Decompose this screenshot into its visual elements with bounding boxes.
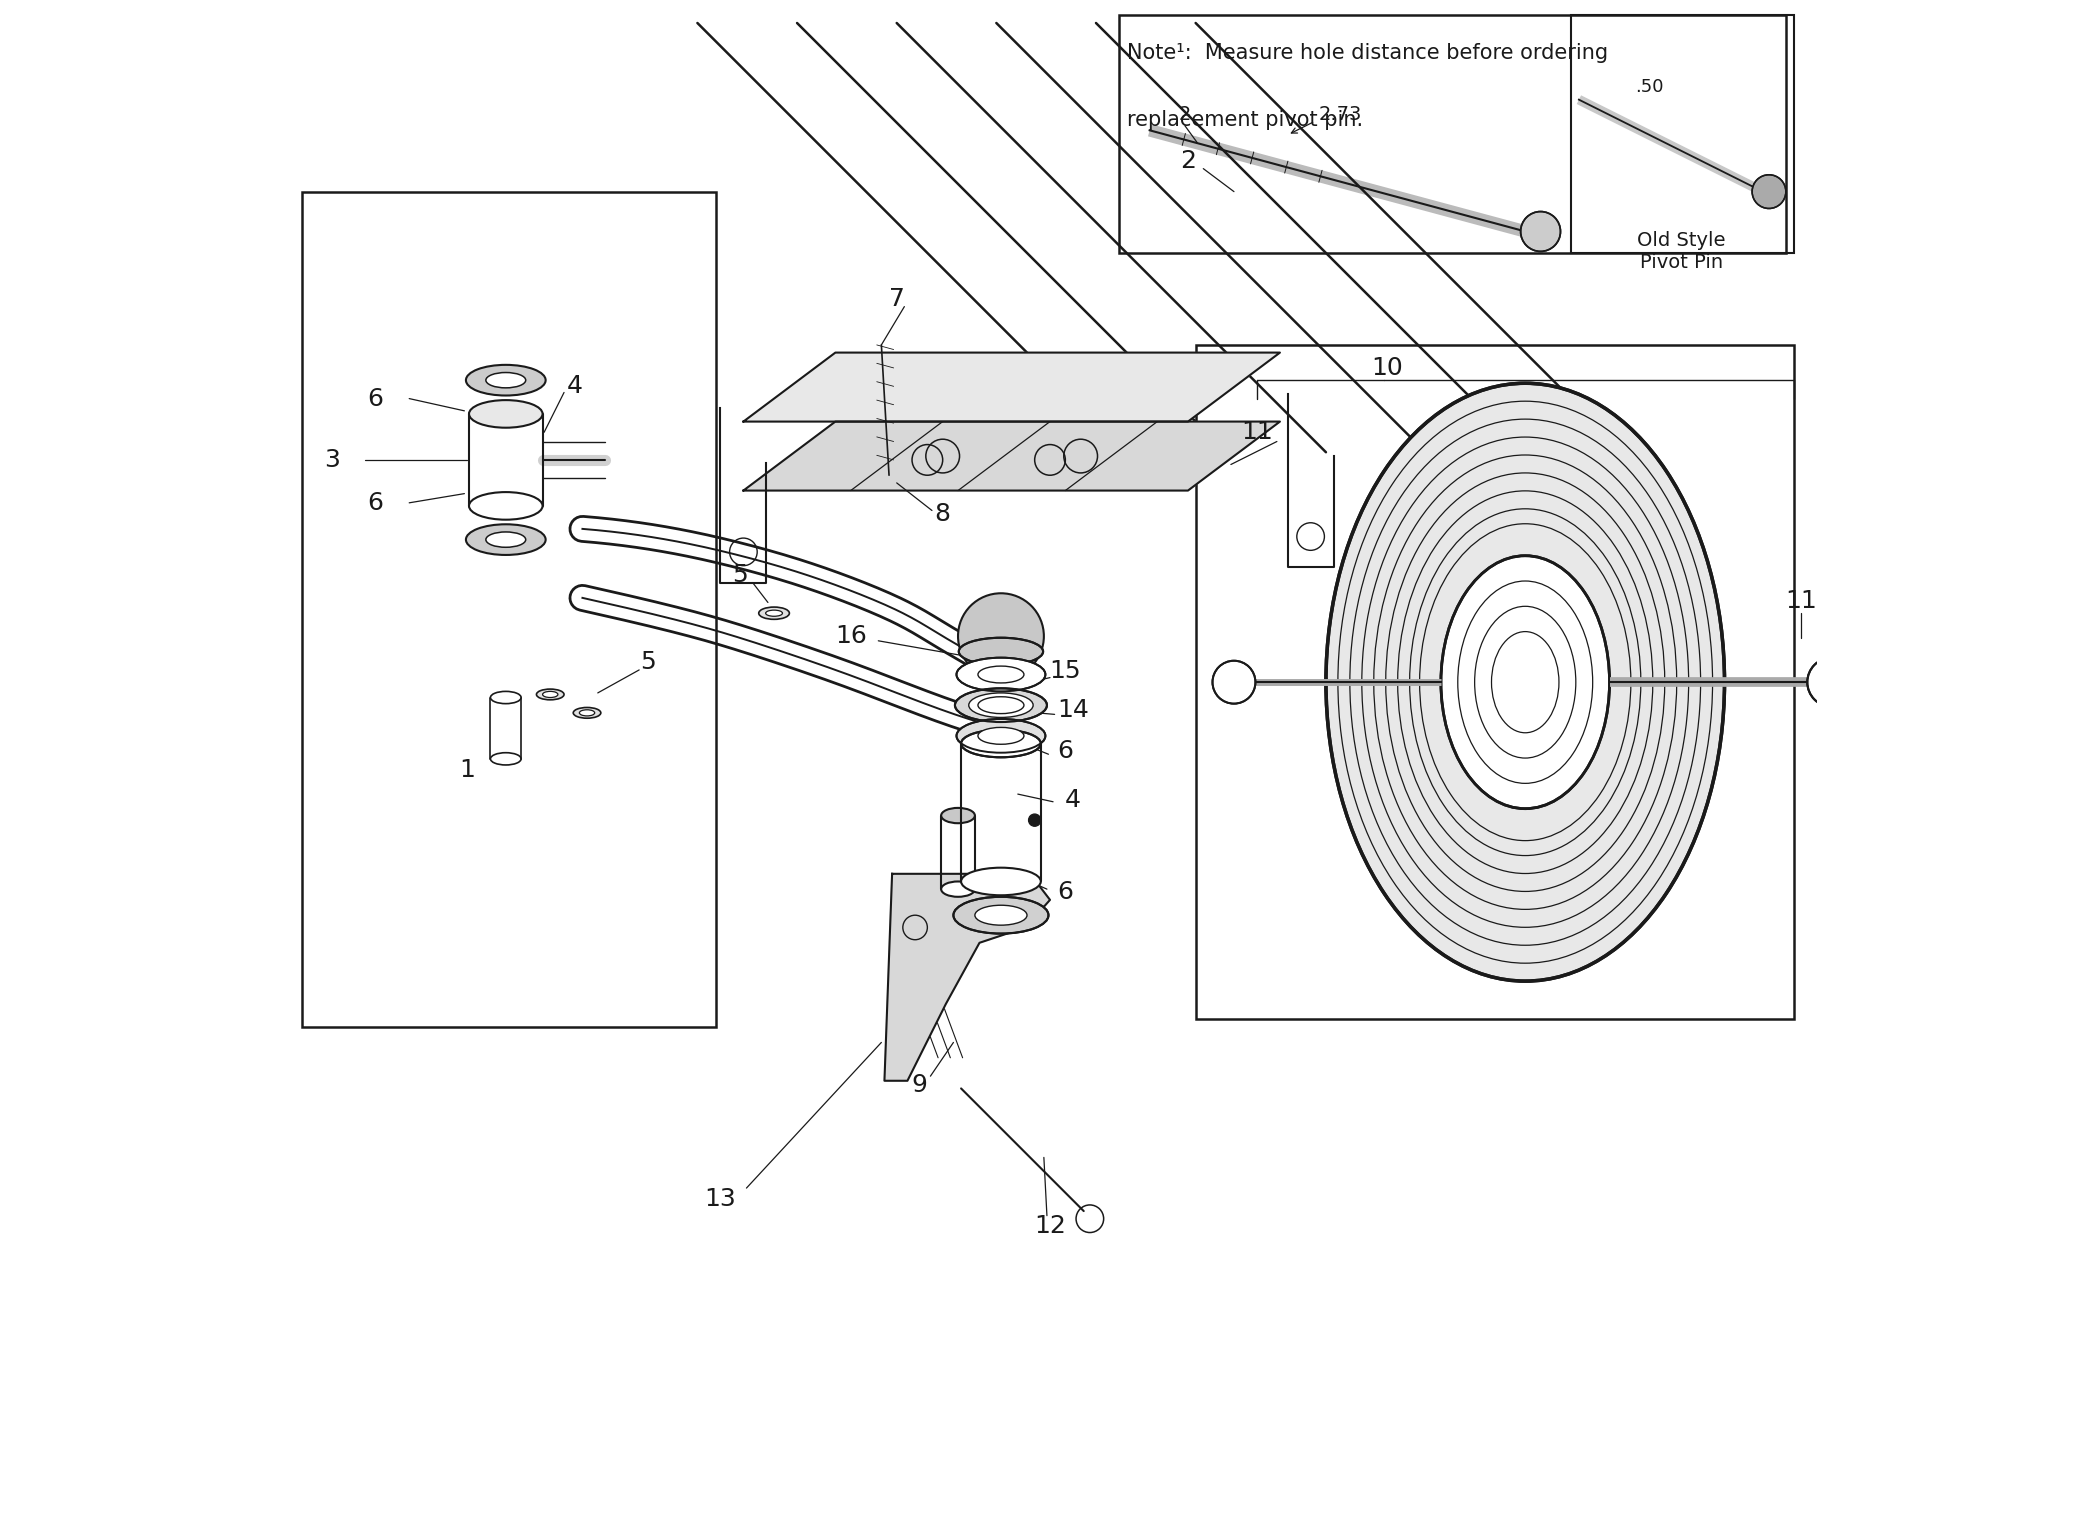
Ellipse shape (536, 690, 565, 699)
Text: 2: 2 (1180, 149, 1197, 173)
Ellipse shape (466, 524, 546, 555)
Text: 1: 1 (460, 757, 475, 782)
Text: 11: 11 (1785, 589, 1816, 613)
Ellipse shape (485, 532, 525, 547)
Text: 6: 6 (1056, 880, 1073, 904)
Text: 2: 2 (1178, 106, 1191, 124)
Ellipse shape (956, 658, 1046, 691)
Ellipse shape (979, 727, 1025, 745)
Ellipse shape (468, 400, 542, 428)
Ellipse shape (979, 665, 1025, 684)
Ellipse shape (956, 719, 1046, 753)
Text: 5: 5 (733, 563, 748, 587)
Bar (1571, 15, 1793, 253)
Text: 2.73: 2.73 (1319, 106, 1361, 124)
Ellipse shape (956, 688, 1048, 722)
Text: 11: 11 (1241, 420, 1273, 445)
Ellipse shape (941, 881, 974, 897)
Text: 8: 8 (934, 501, 951, 526)
Text: 12: 12 (1033, 1214, 1067, 1239)
Polygon shape (743, 353, 1279, 422)
Ellipse shape (962, 868, 1042, 895)
Text: 15: 15 (1050, 659, 1082, 684)
Circle shape (1212, 661, 1256, 704)
Ellipse shape (580, 710, 594, 716)
Bar (1119, 15, 1785, 253)
Text: Note¹:  Measure hole distance before ordering: Note¹: Measure hole distance before orde… (1128, 43, 1609, 63)
Ellipse shape (573, 708, 601, 717)
Ellipse shape (758, 607, 790, 619)
Polygon shape (884, 874, 1050, 1081)
Ellipse shape (542, 691, 559, 698)
Text: 6: 6 (368, 491, 384, 515)
Text: 3: 3 (326, 448, 340, 472)
Text: 7: 7 (888, 287, 905, 311)
Text: 4: 4 (1065, 788, 1082, 812)
Text: replacement pivot pin.: replacement pivot pin. (1128, 110, 1363, 130)
Ellipse shape (466, 365, 546, 396)
Ellipse shape (962, 730, 1042, 757)
Circle shape (958, 593, 1044, 679)
Text: Old Style
Pivot Pin: Old Style Pivot Pin (1638, 231, 1726, 273)
Ellipse shape (1441, 556, 1609, 809)
Text: 10: 10 (1371, 356, 1403, 380)
Circle shape (1029, 814, 1042, 826)
Polygon shape (743, 422, 1279, 491)
Bar (302, 192, 716, 1027)
Ellipse shape (960, 638, 1044, 665)
Text: 4: 4 (567, 374, 584, 399)
Circle shape (1520, 212, 1560, 251)
Ellipse shape (968, 693, 1033, 717)
Ellipse shape (1325, 383, 1724, 981)
Circle shape (1751, 175, 1785, 208)
Text: 6: 6 (1056, 739, 1073, 763)
Ellipse shape (974, 904, 1027, 926)
Ellipse shape (766, 610, 783, 616)
Ellipse shape (468, 492, 542, 520)
Ellipse shape (953, 897, 1048, 934)
Text: 13: 13 (704, 1187, 737, 1211)
Text: 14: 14 (1056, 698, 1090, 722)
Ellipse shape (941, 808, 974, 823)
Text: 5: 5 (640, 650, 655, 675)
Circle shape (1808, 658, 1856, 707)
Ellipse shape (485, 373, 525, 388)
Text: 16: 16 (836, 624, 867, 648)
Text: .50: .50 (1636, 78, 1663, 97)
Bar (1195, 345, 1793, 1019)
Text: 6: 6 (368, 386, 384, 411)
Text: 9: 9 (911, 1073, 928, 1098)
